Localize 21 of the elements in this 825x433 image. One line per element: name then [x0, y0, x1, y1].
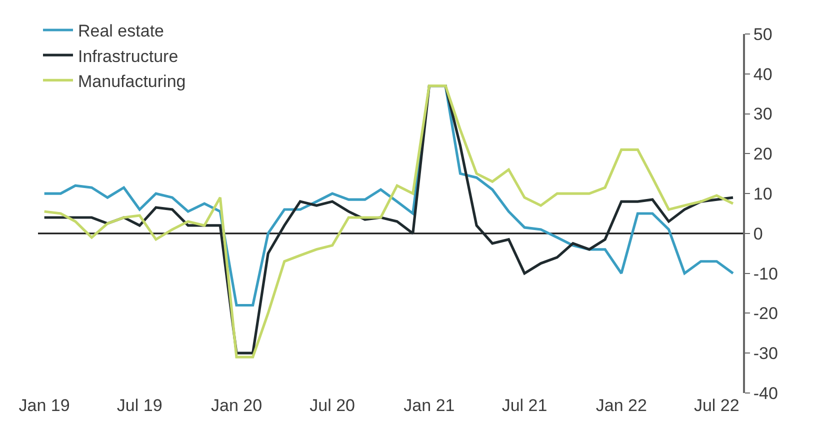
y-tick-label: -30	[753, 344, 778, 364]
x-tick-label: Jul 19	[116, 396, 162, 415]
y-tick-label: 30	[753, 104, 772, 124]
legend-label: Real estate	[78, 22, 164, 41]
x-tick-label: Jan 20	[210, 396, 262, 415]
y-tick-label: 10	[753, 184, 772, 204]
y-tick-label: 50	[753, 24, 772, 44]
x-tick-label: Jul 21	[502, 396, 548, 415]
x-tick-label: Jul 20	[310, 396, 356, 415]
legend-label: Infrastructure	[78, 46, 178, 66]
x-tick-label: Jan 22	[596, 396, 647, 415]
y-tick-label: -20	[753, 304, 778, 324]
x-tick-label: Jul 22	[694, 396, 740, 415]
y-tick-label: -10	[753, 264, 778, 284]
y-tick-label: 40	[753, 64, 772, 84]
x-tick-label: Jan 19	[18, 396, 70, 415]
y-tick-label: -40	[753, 384, 778, 403]
x-tick-label: Jan 21	[404, 396, 455, 415]
y-tick-label: 0	[753, 224, 763, 244]
y-tick-label: 20	[753, 144, 772, 164]
legend-label: Manufacturing	[78, 72, 186, 91]
